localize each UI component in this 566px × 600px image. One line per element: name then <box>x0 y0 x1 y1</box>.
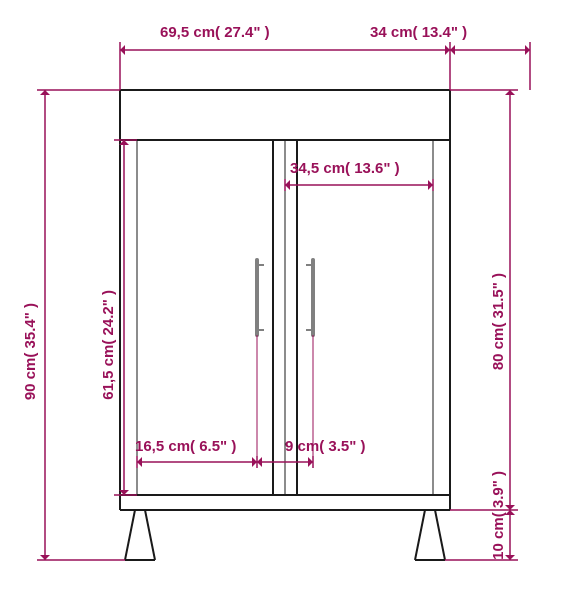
dim-total-height: 90 cm( 35.4" ) <box>22 303 39 400</box>
diagram-svg <box>0 0 566 600</box>
dimension-diagram: 69,5 cm( 27.4" ) 34 cm( 13.4" ) 90 cm( 3… <box>0 0 566 600</box>
dim-leg-height: 10 cm( 3.9" ) <box>490 471 507 560</box>
dim-handle-offset: 16,5 cm( 6.5" ) <box>135 438 236 455</box>
dim-body-height: 80 cm( 31.5" ) <box>490 273 507 370</box>
dim-handle-gap: 9 cm( 3.5" ) <box>285 438 365 455</box>
dim-door-height: 61,5 cm( 24.2" ) <box>100 290 117 400</box>
dim-total-width: 69,5 cm( 27.4" ) <box>160 24 270 41</box>
dim-interior-half: 34,5 cm( 13.6" ) <box>290 160 400 177</box>
dim-depth: 34 cm( 13.4" ) <box>370 24 467 41</box>
